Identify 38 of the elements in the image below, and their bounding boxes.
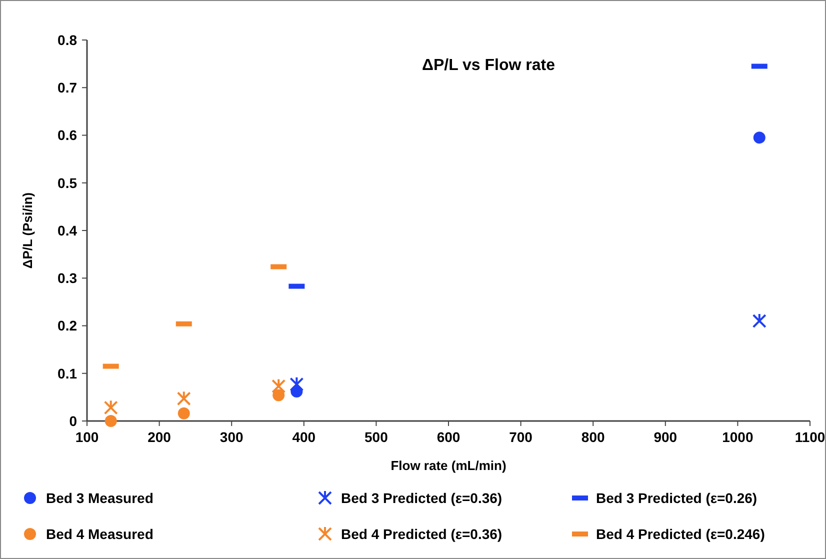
y-tick-label: 0.6 bbox=[58, 127, 78, 144]
legend-label: Bed 4 Predicted (ε=0.36) bbox=[341, 526, 502, 542]
y-tick-label: 0.5 bbox=[58, 174, 78, 191]
point bbox=[178, 407, 190, 420]
legend-label: Bed 3 Measured bbox=[46, 490, 154, 506]
x-tick-label: 900 bbox=[654, 429, 678, 445]
point bbox=[272, 378, 286, 394]
y-tick-label: 0.2 bbox=[58, 318, 78, 334]
point bbox=[104, 400, 118, 415]
x-tick-label: 1000 bbox=[722, 429, 754, 445]
y-tick-label: 0.4 bbox=[58, 222, 78, 238]
point bbox=[176, 390, 191, 406]
x-tick-label: 100 bbox=[75, 429, 99, 445]
legend-label: Bed 4 Measured bbox=[46, 526, 154, 542]
y-tick-label: 0.8 bbox=[58, 32, 78, 48]
x-tick-label: 500 bbox=[364, 429, 388, 445]
y-tick-label: 0.7 bbox=[58, 80, 78, 96]
point bbox=[104, 415, 117, 427]
point bbox=[753, 132, 766, 144]
point bbox=[752, 312, 766, 328]
legend-label: Bed 4 Predicted (ε=0.246) bbox=[596, 526, 765, 542]
text: ΔP/L vs Flow rate bbox=[422, 57, 556, 74]
x-tick-label: 800 bbox=[581, 429, 605, 445]
legend-label: Bed 3 Predicted (ε=0.26) bbox=[596, 490, 758, 506]
x-tick-label: 1100 bbox=[794, 429, 826, 445]
x-tick-label: 600 bbox=[436, 429, 460, 445]
y-tick-label: 0 bbox=[69, 412, 78, 429]
y-axis-title: ΔP/L (Psi/in) bbox=[20, 192, 35, 269]
x-tick-label: 200 bbox=[148, 429, 172, 445]
point bbox=[290, 376, 304, 392]
x-tick-label: 400 bbox=[292, 429, 316, 445]
y-tick-label: 0.1 bbox=[58, 365, 78, 382]
x-axis-title: Flow rate (mL/min) bbox=[390, 458, 506, 473]
y-tick-label: 0.3 bbox=[58, 270, 78, 286]
x-tick-label: 700 bbox=[509, 429, 533, 445]
point bbox=[272, 389, 285, 402]
x-tick-label: 300 bbox=[220, 429, 244, 445]
legend-label: Bed 3 Predicted (ε=0.36) bbox=[341, 490, 502, 506]
